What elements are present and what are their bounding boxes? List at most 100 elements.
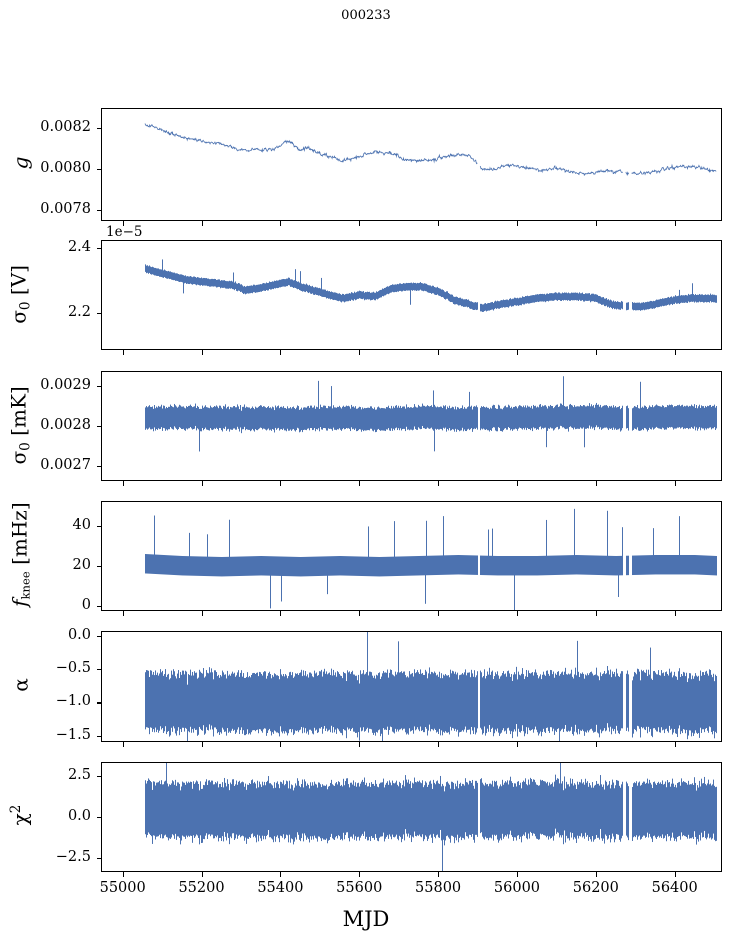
y-axis-label-f_knee: fknee [mHz] [7,502,33,607]
series-gain [102,109,721,220]
x-tick-mark [438,742,440,747]
x-tick-mark [280,350,282,355]
x-tick-mark [595,742,597,747]
plot-panel-sigma0_mk [101,371,722,481]
x-tick-mark [674,350,676,355]
y-tick-label: 0.0080 [40,159,91,176]
x-tick-mark [438,350,440,355]
x-tick-mark [201,611,203,616]
series-alpha [102,632,721,741]
x-tick-mark [359,481,361,486]
x-tick-mark [674,872,676,877]
x-tick-label: 55800 [415,880,462,896]
x-tick-label: 55400 [257,880,304,896]
y-tick-label: 2.5 [67,767,91,784]
x-tick-mark [201,481,203,486]
y-tick-mark [96,247,101,249]
x-tick-mark [122,872,124,877]
x-tick-mark [280,611,282,616]
x-tick-mark [201,350,203,355]
x-tick-mark [359,872,361,877]
figure-title: 000233 [341,8,391,23]
x-tick-mark [122,611,124,616]
y-tick-label: −1.5 [55,726,91,743]
x-tick-mark [674,481,676,486]
x-tick-mark [516,611,519,616]
y-tick-mark [96,735,101,737]
x-tick-mark [201,742,203,747]
y-tick-label: 0.0 [67,808,91,824]
y-tick-mark [96,526,101,528]
plot-panel-sigma0_volt [101,240,722,350]
y-tick-label: 0.0029 [40,377,91,393]
y-tick-label: 0 [81,597,91,613]
x-tick-label: 56400 [651,880,698,896]
series-f_knee [102,502,721,610]
y-tick-mark [96,635,101,638]
x-tick-mark [280,481,282,486]
x-tick-label: 55000 [99,880,146,896]
series-sigma0_mk [102,372,721,480]
y-tick-mark [96,313,101,315]
x-tick-mark [595,481,597,486]
y-tick-label: 0.0027 [40,457,91,473]
y-tick-label: −1.0 [55,693,91,710]
x-tick-mark [122,221,124,226]
y-tick-mark [96,566,101,568]
x-tick-mark [516,481,519,486]
y-tick-label: 2.4 [67,238,91,255]
x-tick-label: 55200 [178,880,225,896]
y-tick-label: −2.5 [55,848,91,865]
x-tick-mark [438,481,440,486]
x-tick-mark [122,350,124,355]
x-tick-mark [359,221,361,226]
x-axis-label: MJD [342,907,390,931]
x-tick-mark [280,221,282,226]
x-tick-mark [201,872,203,877]
x-tick-mark [674,611,676,616]
y-tick-mark [96,606,101,608]
y-tick-label: 0.0 [67,626,91,643]
y-tick-mark [96,466,101,468]
x-tick-label: 56000 [493,880,541,896]
y-tick-label: 0.0078 [40,200,91,217]
x-tick-mark [674,742,676,747]
x-tick-mark [595,611,597,616]
plot-panel-gain [101,108,722,221]
y-tick-label: −0.5 [55,660,91,677]
plot-panel-f_knee [101,501,722,611]
y-tick-label: 20 [72,557,91,573]
y-axis-label-alpha: α [8,677,32,692]
x-tick-mark [122,481,124,486]
x-tick-mark [280,872,282,877]
x-tick-mark [595,350,597,355]
y-tick-mark [96,702,101,704]
y-tick-mark [96,857,101,859]
y-tick-label: 0.0082 [40,118,91,135]
x-tick-mark [516,742,519,747]
x-tick-mark [438,611,440,616]
x-tick-mark [516,221,519,226]
x-tick-mark [280,742,282,747]
x-tick-mark [595,872,597,877]
x-tick-mark [516,872,519,877]
y-axis-label-sigma0_volt: σ0 [V] [6,265,34,324]
x-tick-mark [674,221,676,226]
y-tick-mark [96,386,101,388]
x-tick-mark [359,350,361,355]
y-axis-label-chi_square: χ2 [8,804,32,826]
x-tick-mark [438,221,440,226]
y-tick-label: 2.2 [67,304,91,320]
y-tick-mark [96,669,101,671]
x-tick-label: 55600 [336,880,383,896]
plot-panel-chi_square [101,762,722,872]
plot-panel-alpha [101,631,722,742]
y-axis-label-sigma0_mk: σ0 [mK] [6,386,34,465]
x-tick-mark [516,350,519,355]
x-tick-mark [359,742,361,747]
y-tick-mark [96,168,101,170]
series-sigma0_volt [102,241,721,349]
x-tick-mark [201,221,203,226]
y-tick-label: 40 [72,517,91,533]
